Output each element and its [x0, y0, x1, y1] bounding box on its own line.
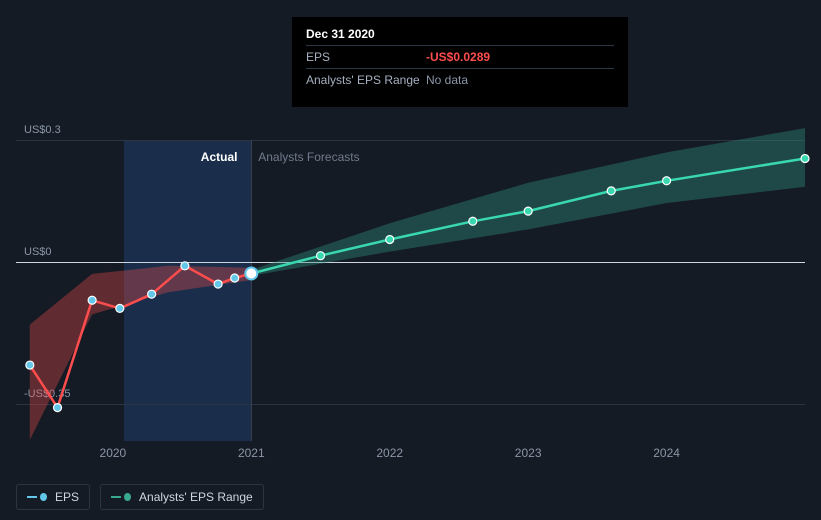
x-tick-label: 2021: [238, 446, 265, 460]
x-tick-label: 2024: [653, 446, 680, 460]
legend-swatch: [111, 492, 131, 502]
eps-forecast-point[interactable]: [607, 187, 615, 195]
region-label-forecast: Analysts Forecasts: [258, 150, 359, 164]
legend: EPS Analysts' EPS Range: [16, 484, 264, 510]
tooltip-date: Dec 31 2020: [306, 27, 614, 41]
eps-forecast-point[interactable]: [469, 217, 477, 225]
x-tick-label: 2020: [100, 446, 127, 460]
eps-actual-point[interactable]: [26, 361, 34, 369]
eps-actual-point[interactable]: [54, 404, 62, 412]
tooltip-row-range: Analysts' EPS Range No data: [306, 68, 614, 91]
eps-forecast-point[interactable]: [524, 207, 532, 215]
series-overlay: [16, 120, 805, 440]
legend-line-icon: [27, 496, 37, 498]
eps-actual-point[interactable]: [181, 262, 189, 270]
x-tick-label: 2023: [515, 446, 542, 460]
tooltip-label: Analysts' EPS Range: [306, 73, 426, 87]
tooltip-row-eps: EPS -US$0.0289: [306, 45, 614, 68]
legend-swatch: [27, 492, 47, 502]
legend-item-range[interactable]: Analysts' EPS Range: [100, 484, 264, 510]
region-label-actual: Actual: [201, 150, 238, 164]
eps-forecast-point[interactable]: [317, 252, 325, 260]
eps-actual-point[interactable]: [148, 290, 156, 298]
tooltip-value: -US$0.0289: [426, 50, 490, 64]
eps-actual-point[interactable]: [88, 296, 96, 304]
tooltip-label: EPS: [306, 50, 426, 64]
eps-actual-point[interactable]: [214, 280, 222, 288]
legend-item-eps[interactable]: EPS: [16, 484, 90, 510]
tooltip-value: No data: [426, 73, 468, 87]
legend-label: Analysts' EPS Range: [139, 490, 253, 504]
eps-actual-point[interactable]: [116, 304, 124, 312]
legend-dot-icon: [40, 493, 47, 501]
eps-actual-point[interactable]: [231, 274, 239, 282]
eps-forecast-point[interactable]: [801, 154, 809, 162]
eps-chart: Actual Analysts Forecasts US$0.3US$0-US$…: [0, 0, 821, 520]
legend-dot-icon: [124, 493, 131, 501]
actual-range-band: [30, 266, 252, 440]
x-axis: 2020 2021 2022 2023 2024: [16, 446, 805, 464]
eps-forecast-point[interactable]: [386, 235, 394, 243]
legend-label: EPS: [55, 490, 79, 504]
legend-line-icon: [111, 496, 121, 498]
hover-tooltip: Dec 31 2020 EPS -US$0.0289 Analysts' EPS…: [292, 17, 628, 107]
x-tick-label: 2022: [376, 446, 403, 460]
hover-point[interactable]: [245, 267, 257, 279]
eps-forecast-point[interactable]: [663, 177, 671, 185]
